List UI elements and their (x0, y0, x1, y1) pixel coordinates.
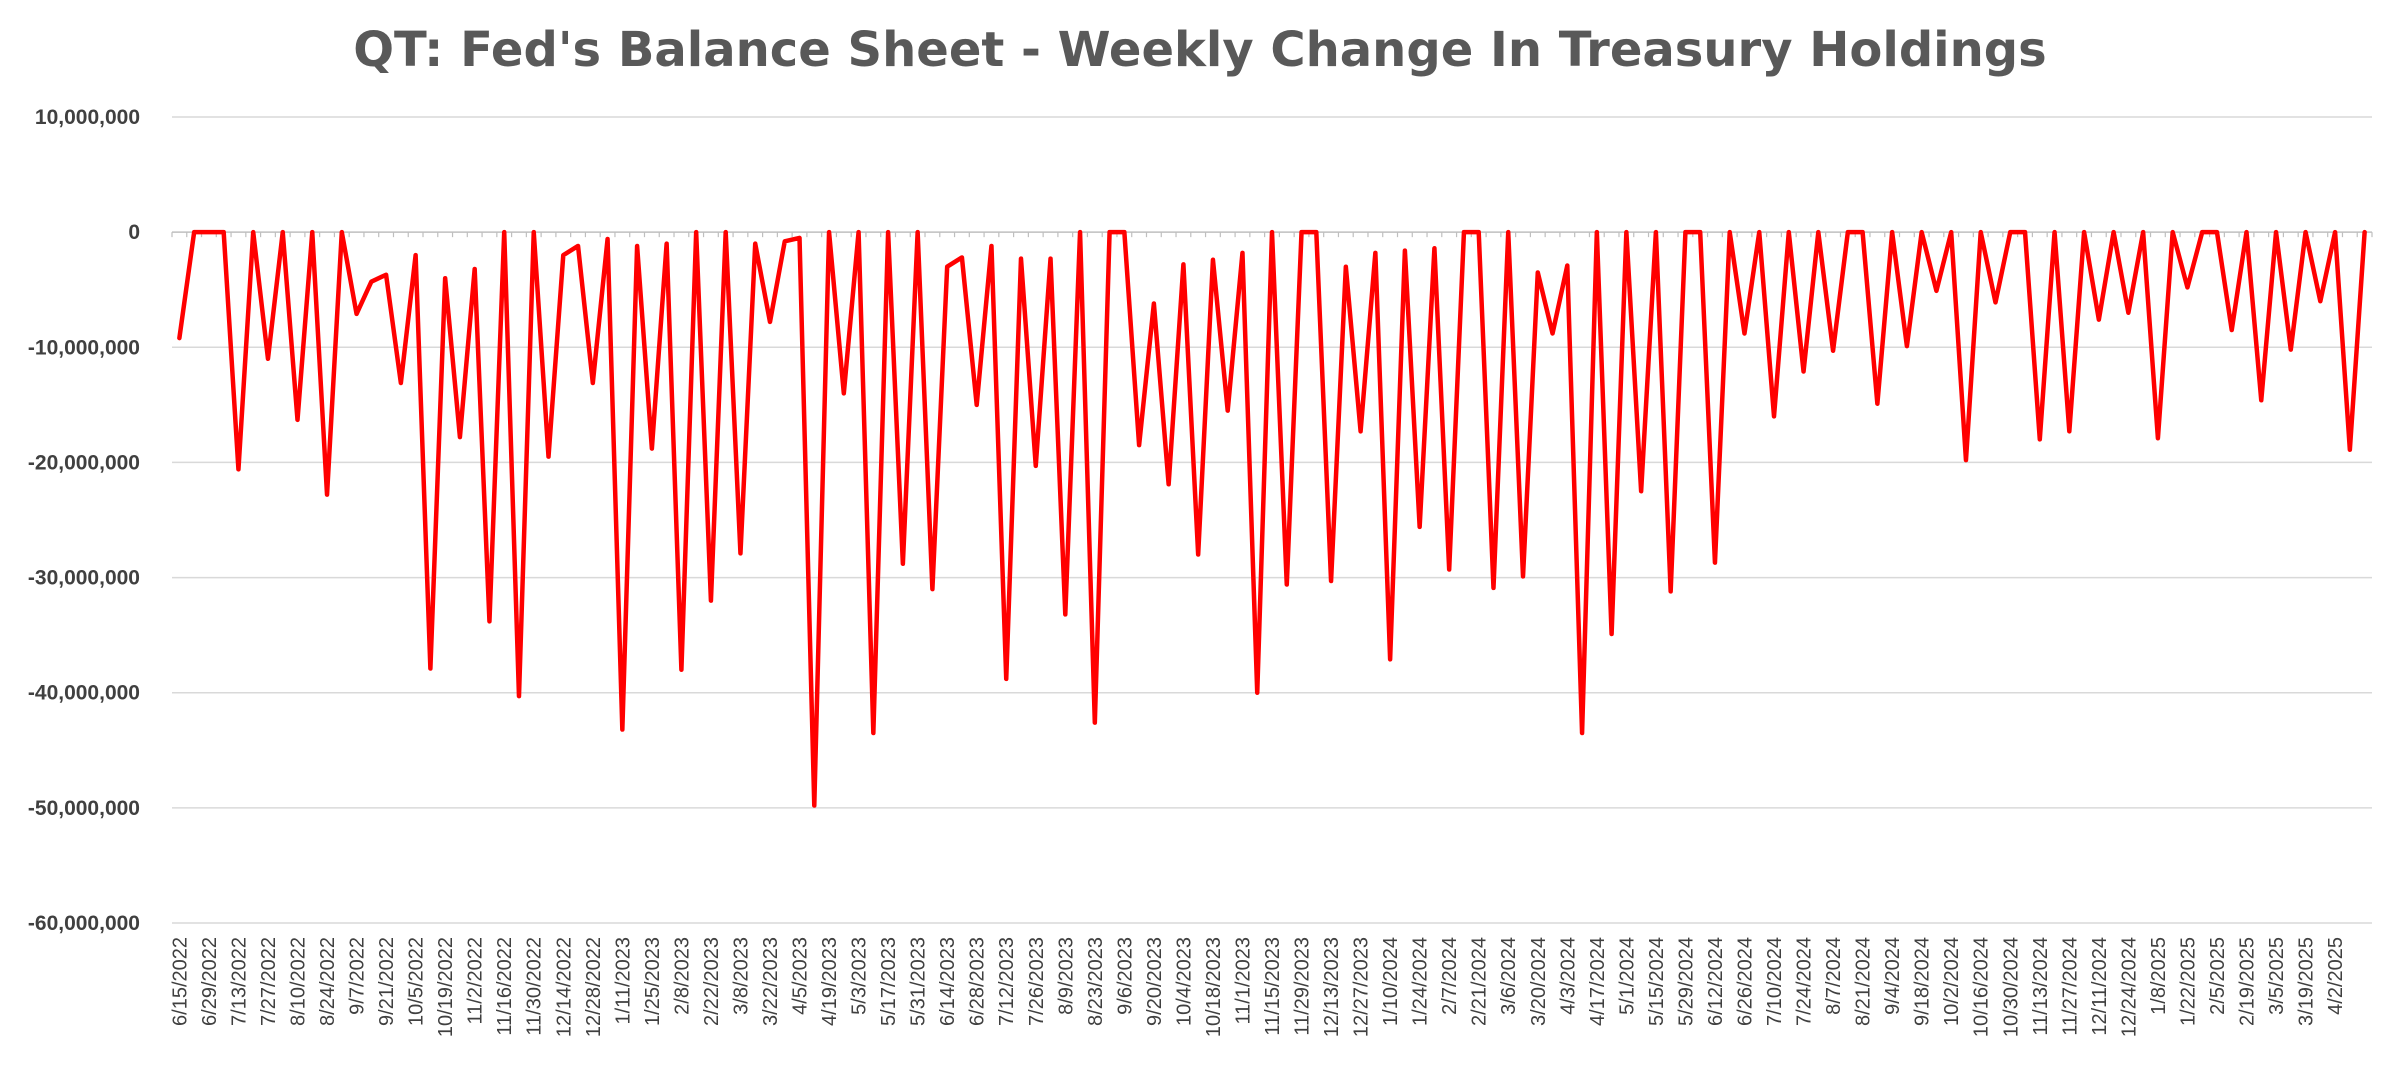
x-tick-label: 10/19/2022 (435, 937, 457, 1037)
x-tick-label: 2/7/2024 (1439, 937, 1461, 1015)
x-tick-label: 12/11/2024 (2089, 937, 2111, 1036)
x-tick-label: 2/21/2024 (1469, 937, 1491, 1026)
x-tick-label: 10/2/2024 (1941, 937, 1963, 1026)
x-tick-label: 2/5/2025 (2207, 937, 2229, 1015)
x-tick-label: 1/11/2023 (612, 937, 634, 1025)
x-tick-label: 11/29/2023 (1292, 937, 1314, 1036)
x-tick-label: 5/29/2024 (1675, 937, 1697, 1026)
x-tick-label: 6/28/2023 (967, 937, 989, 1026)
x-tick-label: 11/16/2022 (494, 937, 516, 1036)
x-tick-label: 5/17/2023 (878, 937, 900, 1026)
x-tick-label: 1/25/2023 (642, 937, 664, 1026)
gridlines (172, 116, 2372, 924)
x-tick-label: 9/21/2022 (376, 937, 398, 1026)
series-layer (177, 229, 2367, 808)
y-tick-label: -30,000,000 (28, 567, 140, 590)
y-tick-label: -60,000,000 (28, 912, 140, 935)
x-tick-label: 11/1/2023 (1232, 937, 1254, 1025)
x-tick-label: 12/13/2023 (1321, 937, 1343, 1037)
x-tick-label: 10/18/2023 (1203, 937, 1225, 1037)
x-tick-label: 6/12/2024 (1705, 937, 1727, 1026)
x-tick-label: 7/12/2023 (996, 937, 1018, 1026)
x-tick-label: 6/29/2022 (199, 937, 221, 1026)
x-axis-tick-labels: 6/15/2022 6/29/2022 7/13/2022 7/27/2022 8/10… (169, 937, 2347, 1037)
x-tick-label: 1/10/2024 (1380, 937, 1402, 1026)
y-tick-label: 10,000,000 (35, 106, 140, 129)
x-tick-label: 5/31/2023 (908, 937, 930, 1026)
x-tick-label: 3/5/2025 (2266, 937, 2288, 1015)
x-tick-label: 9/20/2023 (1144, 937, 1166, 1026)
x-tick-label: 10/5/2022 (406, 937, 428, 1026)
x-tick-label: 10/4/2023 (1173, 937, 1195, 1026)
x-tick-label: 2/8/2023 (671, 937, 693, 1015)
x-tick-label: 7/26/2023 (1026, 937, 1048, 1026)
x-tick-label: 3/20/2024 (1528, 937, 1550, 1026)
x-tick-label: 9/4/2024 (1882, 937, 1904, 1015)
x-tick-label: 8/23/2023 (1085, 937, 1107, 1026)
x-tick-label: 2/22/2023 (701, 937, 723, 1026)
x-tick-label: 3/6/2024 (1498, 937, 1520, 1015)
x-tick-label: 1/24/2024 (1410, 937, 1432, 1026)
x-tick-label: 2/19/2025 (2236, 937, 2258, 1026)
y-tick-label: -50,000,000 (28, 797, 140, 820)
x-tick-label: 6/26/2024 (1734, 937, 1756, 1026)
x-tick-label: 12/27/2023 (1351, 937, 1373, 1037)
x-tick-label: 7/27/2022 (258, 937, 280, 1026)
chart-title: QT: Fed's Balance Sheet - Weekly Change … (353, 22, 2046, 78)
x-tick-label: 11/2/2022 (465, 937, 487, 1025)
y-tick-label: 0 (128, 221, 140, 244)
x-tick-label: 1/8/2025 (2148, 937, 2170, 1015)
x-tick-label: 5/3/2023 (849, 937, 871, 1015)
x-tick-label: 11/27/2024 (2059, 937, 2081, 1036)
x-tick-label: 1/22/2025 (2177, 937, 2199, 1026)
x-tick-label: 4/19/2023 (819, 937, 841, 1026)
x-tick-label: 8/7/2024 (1823, 937, 1845, 1015)
series-line (177, 229, 2367, 808)
x-tick-label: 7/24/2024 (1794, 937, 1816, 1026)
y-tick-label: -10,000,000 (28, 336, 140, 359)
x-tick-label: 4/2/2025 (2325, 937, 2347, 1015)
y-tick-label: -20,000,000 (28, 451, 140, 474)
x-tick-label: 7/13/2022 (228, 937, 250, 1026)
x-tick-label: 4/3/2024 (1557, 937, 1579, 1015)
x-tick-label: 12/14/2022 (553, 937, 575, 1037)
x-tick-label: 5/15/2024 (1646, 937, 1668, 1026)
x-tick-label: 12/28/2022 (583, 937, 605, 1037)
x-tick-label: 7/10/2024 (1764, 937, 1786, 1026)
x-tick-label: 11/13/2024 (2030, 937, 2052, 1036)
y-tick-label: -40,000,000 (28, 682, 140, 705)
x-tick-label: 9/7/2022 (347, 937, 369, 1015)
x-tick-label: 8/9/2023 (1055, 937, 1077, 1015)
x-tick-label: 12/24/2024 (2118, 937, 2140, 1037)
x-tick-label: 11/30/2022 (524, 937, 546, 1036)
x-tick-label: 8/24/2022 (317, 937, 339, 1026)
x-tick-label: 6/15/2022 (169, 937, 191, 1026)
x-tick-label: 3/8/2023 (730, 937, 752, 1015)
x-tick-label: 8/10/2022 (288, 937, 310, 1026)
x-tick-label: 8/21/2024 (1853, 937, 1875, 1026)
x-tick-label: 9/6/2023 (1114, 937, 1136, 1015)
x-tick-label: 4/5/2023 (790, 937, 812, 1015)
x-tick-label: 10/16/2024 (1971, 937, 1993, 1037)
x-tick-label: 11/15/2023 (1262, 937, 1284, 1036)
x-tick-label: 9/18/2024 (1912, 937, 1934, 1026)
x-tick-label: 4/17/2024 (1587, 937, 1609, 1026)
x-tick-label: 5/1/2024 (1616, 937, 1638, 1015)
x-tick-label: 10/30/2024 (2000, 937, 2022, 1037)
y-axis-tick-labels: 10,000,000 0 -10,000,000 -20,000,000 -30,000… (28, 106, 140, 935)
x-tick-label: 6/14/2023 (937, 937, 959, 1026)
x-tick-label: 3/19/2025 (2296, 937, 2318, 1026)
x-tick-label: 3/22/2023 (760, 937, 782, 1026)
